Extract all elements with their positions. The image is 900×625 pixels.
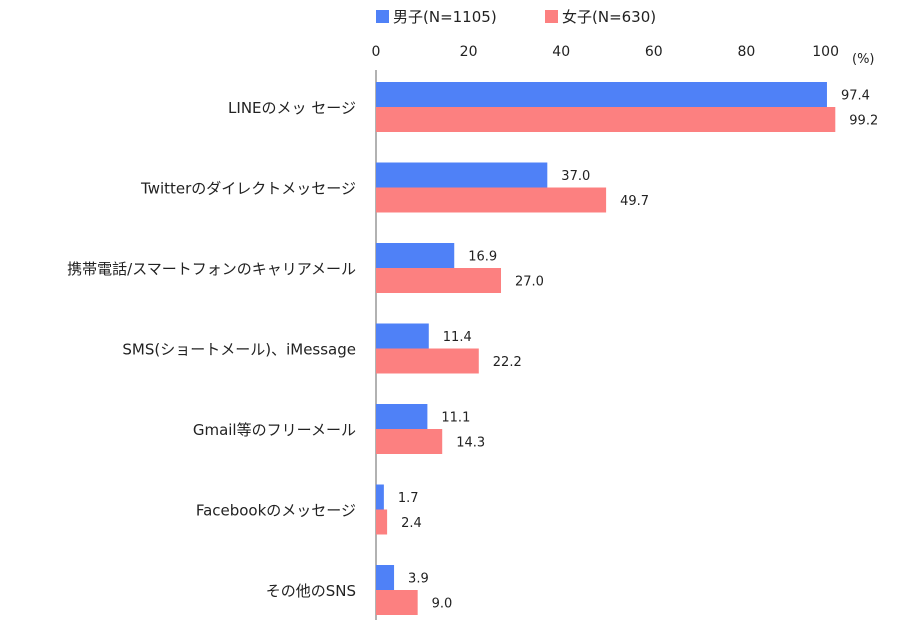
- value-label: 97.4: [841, 89, 870, 104]
- category-label: Gmail等のフリーメール: [193, 421, 356, 439]
- value-label: 1.7: [398, 491, 419, 506]
- bar-boys: [376, 323, 429, 349]
- legend-swatch-boys: [376, 10, 389, 23]
- value-label: 3.9: [408, 572, 429, 587]
- bar-boys: [376, 404, 428, 429]
- value-label: 22.2: [493, 355, 522, 370]
- legend: 男子(N=1105) 女子(N=630): [376, 8, 656, 26]
- bar-girls: [376, 429, 443, 454]
- category-labels: LINEのメッ セージ Twitterのダイレクトメッセージ携帯電話/スマートフォ…: [67, 99, 356, 600]
- x-tick-label: 80: [737, 44, 755, 60]
- bar-girls: [376, 509, 388, 535]
- category-label: Twitterのダイレクトメッセージ: [140, 180, 356, 198]
- unit-label: (%): [852, 52, 875, 67]
- bar-girls: [376, 348, 479, 374]
- legend-swatch-girls: [545, 10, 558, 23]
- value-label: 37.0: [561, 169, 590, 184]
- x-tick-label: 60: [645, 44, 663, 60]
- bar-girls: [376, 268, 502, 293]
- category-label: SMS(ショートメール)、iMessage: [122, 341, 356, 359]
- value-label: 11.1: [441, 411, 470, 426]
- bar-boys: [376, 565, 395, 590]
- bar-boys: [376, 82, 827, 107]
- value-label: 16.9: [468, 250, 497, 265]
- value-label: 49.7: [620, 194, 649, 209]
- legend-label-girls: 女子(N=630): [562, 8, 656, 26]
- x-tick-label: 100: [812, 44, 839, 60]
- category-label: 携帯電話/スマートフォンのキャリアメール: [67, 260, 356, 278]
- bar-boys: [376, 243, 455, 268]
- category-label: その他のSNS: [266, 582, 356, 600]
- value-label: 2.4: [401, 516, 422, 531]
- category-label: LINEのメッ セージ: [228, 99, 356, 117]
- x-tick-label: 20: [460, 44, 478, 60]
- value-label: 99.2: [849, 114, 878, 129]
- value-label: 9.0: [432, 597, 453, 612]
- bar-boys: [376, 162, 548, 188]
- bar-girls: [376, 107, 836, 132]
- value-label: 27.0: [515, 275, 544, 290]
- x-tick-label: 40: [552, 44, 570, 60]
- bar-boys: [376, 484, 384, 510]
- value-label: 11.4: [443, 330, 472, 345]
- bar-girls: [376, 590, 418, 615]
- legend-label-boys: 男子(N=1105): [393, 8, 497, 26]
- bars: [376, 82, 836, 615]
- value-labels: 97.4 99.2 37.0 49.7 16.9 27.0 11.4 22.2 11.1 14.3…: [398, 89, 878, 612]
- bar-girls: [376, 187, 607, 213]
- category-label: Facebookのメッセージ: [196, 502, 356, 520]
- value-label: 14.3: [456, 436, 485, 451]
- x-tick-label: 0: [372, 44, 381, 60]
